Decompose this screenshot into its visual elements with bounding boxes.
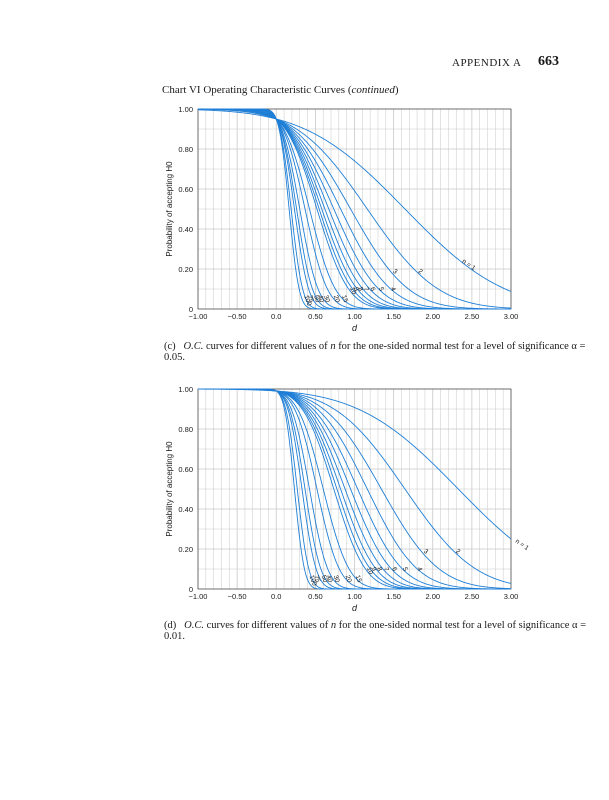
series-label-n-10: 10 xyxy=(365,566,374,576)
x-tick-label: 3.00 xyxy=(504,592,519,601)
caption-d-text2: for the one-sided normal test for a leve… xyxy=(164,620,587,642)
series-label-n-7: 7 xyxy=(382,566,390,572)
page-number: 663 xyxy=(538,54,559,69)
x-axis-label: d xyxy=(352,323,358,333)
y-tick-label: 0.20 xyxy=(178,545,193,554)
series-label-n-20: 20 xyxy=(344,574,353,584)
caption-d-text: curves for different values of xyxy=(203,620,331,631)
x-tick-label: 0.0 xyxy=(271,592,281,601)
series-label-n-7: 7 xyxy=(362,286,370,292)
chart-title-main: Chart VI Operating Characteristic Curves… xyxy=(162,84,352,96)
y-tick-label: 0.40 xyxy=(178,505,193,514)
caption-d-n: n xyxy=(330,620,337,631)
series-label-n-30: 30 xyxy=(322,294,331,304)
caption-panel-c: (c) O.C. curves for different values of … xyxy=(164,341,609,363)
x-tick-label: 2.50 xyxy=(465,592,480,601)
y-axis-label: Probability of accepting H0 xyxy=(165,441,174,537)
y-axis-label: Probability of accepting H0 xyxy=(165,161,174,257)
plot-d: −1.00 −0.50 0.0 0.50 1.00 1.50 2.00 2.50 3.00 0 0.… xyxy=(165,385,530,613)
y-tick-label: 0.20 xyxy=(178,265,193,274)
y-tick-label: 1.00 xyxy=(178,105,193,114)
x-tick-label: 3.00 xyxy=(504,312,519,321)
series-label-n-5: 5 xyxy=(401,566,409,572)
x-tick-label: −1.00 xyxy=(189,592,208,601)
series-label-n-4: 4 xyxy=(415,566,423,572)
series-label-n-100: 100 xyxy=(302,294,312,307)
chart-title: Chart VI Operating Characteristic Curves… xyxy=(162,84,399,96)
x-tick-label: 1.50 xyxy=(386,312,401,321)
caption-panel-d: (d) O.C. curves for different values of … xyxy=(164,620,609,642)
series-label-n-3: 3 xyxy=(422,548,429,556)
series-label-n-9: 9 xyxy=(370,566,378,572)
caption-d-oc: O.C. xyxy=(184,620,204,631)
series-label-n-2: 2 xyxy=(454,548,461,556)
caption-c-panel: (c) xyxy=(164,341,176,352)
caption-c-text: curves for different values of xyxy=(203,341,331,352)
series-label-n-20: 20 xyxy=(332,294,341,304)
series-label-n-50: 50 xyxy=(312,294,321,304)
x-tick-label: 2.00 xyxy=(425,312,440,321)
chart-title-continued: continued xyxy=(351,84,395,96)
x-tick-label: −0.50 xyxy=(228,312,247,321)
caption-d-panel: (d) xyxy=(164,620,177,631)
y-tick-label: 0.60 xyxy=(178,185,193,194)
series-label-n-3: 3 xyxy=(391,268,398,276)
caption-c-text2: for the one-sided normal test for a leve… xyxy=(164,341,586,363)
curve-n-3 xyxy=(197,108,511,310)
x-tick-label: −1.00 xyxy=(189,312,208,321)
series-label-n-10: 10 xyxy=(348,286,357,296)
y-tick-label: 0.80 xyxy=(178,425,193,434)
series-label-n-6: 6 xyxy=(368,286,376,292)
x-axis-label: d xyxy=(352,603,358,613)
appendix-label: APPENDIX A xyxy=(452,57,522,69)
x-tick-label: 1.00 xyxy=(347,312,362,321)
caption-c-oc: O.C. xyxy=(183,341,204,352)
y-tick-label: 0.60 xyxy=(178,465,193,474)
chart-title-close: ) xyxy=(394,84,399,96)
curve-n-2 xyxy=(197,108,512,309)
plot-c: −1.00 −0.50 0.0 0.50 1.00 1.50 2.00 2.50 3.00 0 0.… xyxy=(165,105,518,333)
series-label-n-8: 8 xyxy=(356,286,364,292)
x-tick-label: 2.00 xyxy=(425,592,440,601)
x-tick-label: 1.50 xyxy=(386,592,401,601)
series-label-n-8: 8 xyxy=(375,566,383,572)
y-tick-label: 0 xyxy=(189,585,193,594)
curve-n-100 xyxy=(198,388,511,590)
series-label-n-1: n = 1 xyxy=(461,258,477,272)
y-tick-label: 1.00 xyxy=(178,385,193,394)
y-tick-label: 0.40 xyxy=(178,225,193,234)
series-label-n-15: 15 xyxy=(340,294,349,304)
x-tick-label: −0.50 xyxy=(228,592,247,601)
x-tick-label: 1.00 xyxy=(347,592,362,601)
series-label-n-2: 2 xyxy=(417,268,424,276)
x-tick-label: 0.50 xyxy=(308,312,323,321)
x-tick-label: 2.50 xyxy=(465,312,480,321)
curve-n-100 xyxy=(198,108,511,310)
series-label-n-30: 30 xyxy=(332,574,341,584)
y-tick-label: 0.80 xyxy=(178,145,193,154)
series-label-n-1: n = 1 xyxy=(514,538,530,552)
caption-c-n: n xyxy=(330,341,336,352)
curve-n-1 xyxy=(197,109,512,292)
series-label-n-4: 4 xyxy=(389,286,397,292)
series-label-n-40: 40 xyxy=(325,574,334,584)
series-label-n-40: 40 xyxy=(316,294,325,304)
series-label-n-6: 6 xyxy=(390,566,398,572)
series-label-n-5: 5 xyxy=(377,286,385,292)
series-label-n-75: 75 xyxy=(306,294,315,304)
y-tick-label: 0 xyxy=(189,305,193,314)
x-tick-label: 0.50 xyxy=(308,592,323,601)
series-label-n-9: 9 xyxy=(352,286,360,292)
series-label-n-100: 100 xyxy=(308,574,318,587)
series-label-n-75: 75 xyxy=(312,574,321,584)
series-label-n-50: 50 xyxy=(320,574,329,584)
x-tick-label: 0.0 xyxy=(271,312,281,321)
series-label-n-15: 15 xyxy=(354,574,363,584)
